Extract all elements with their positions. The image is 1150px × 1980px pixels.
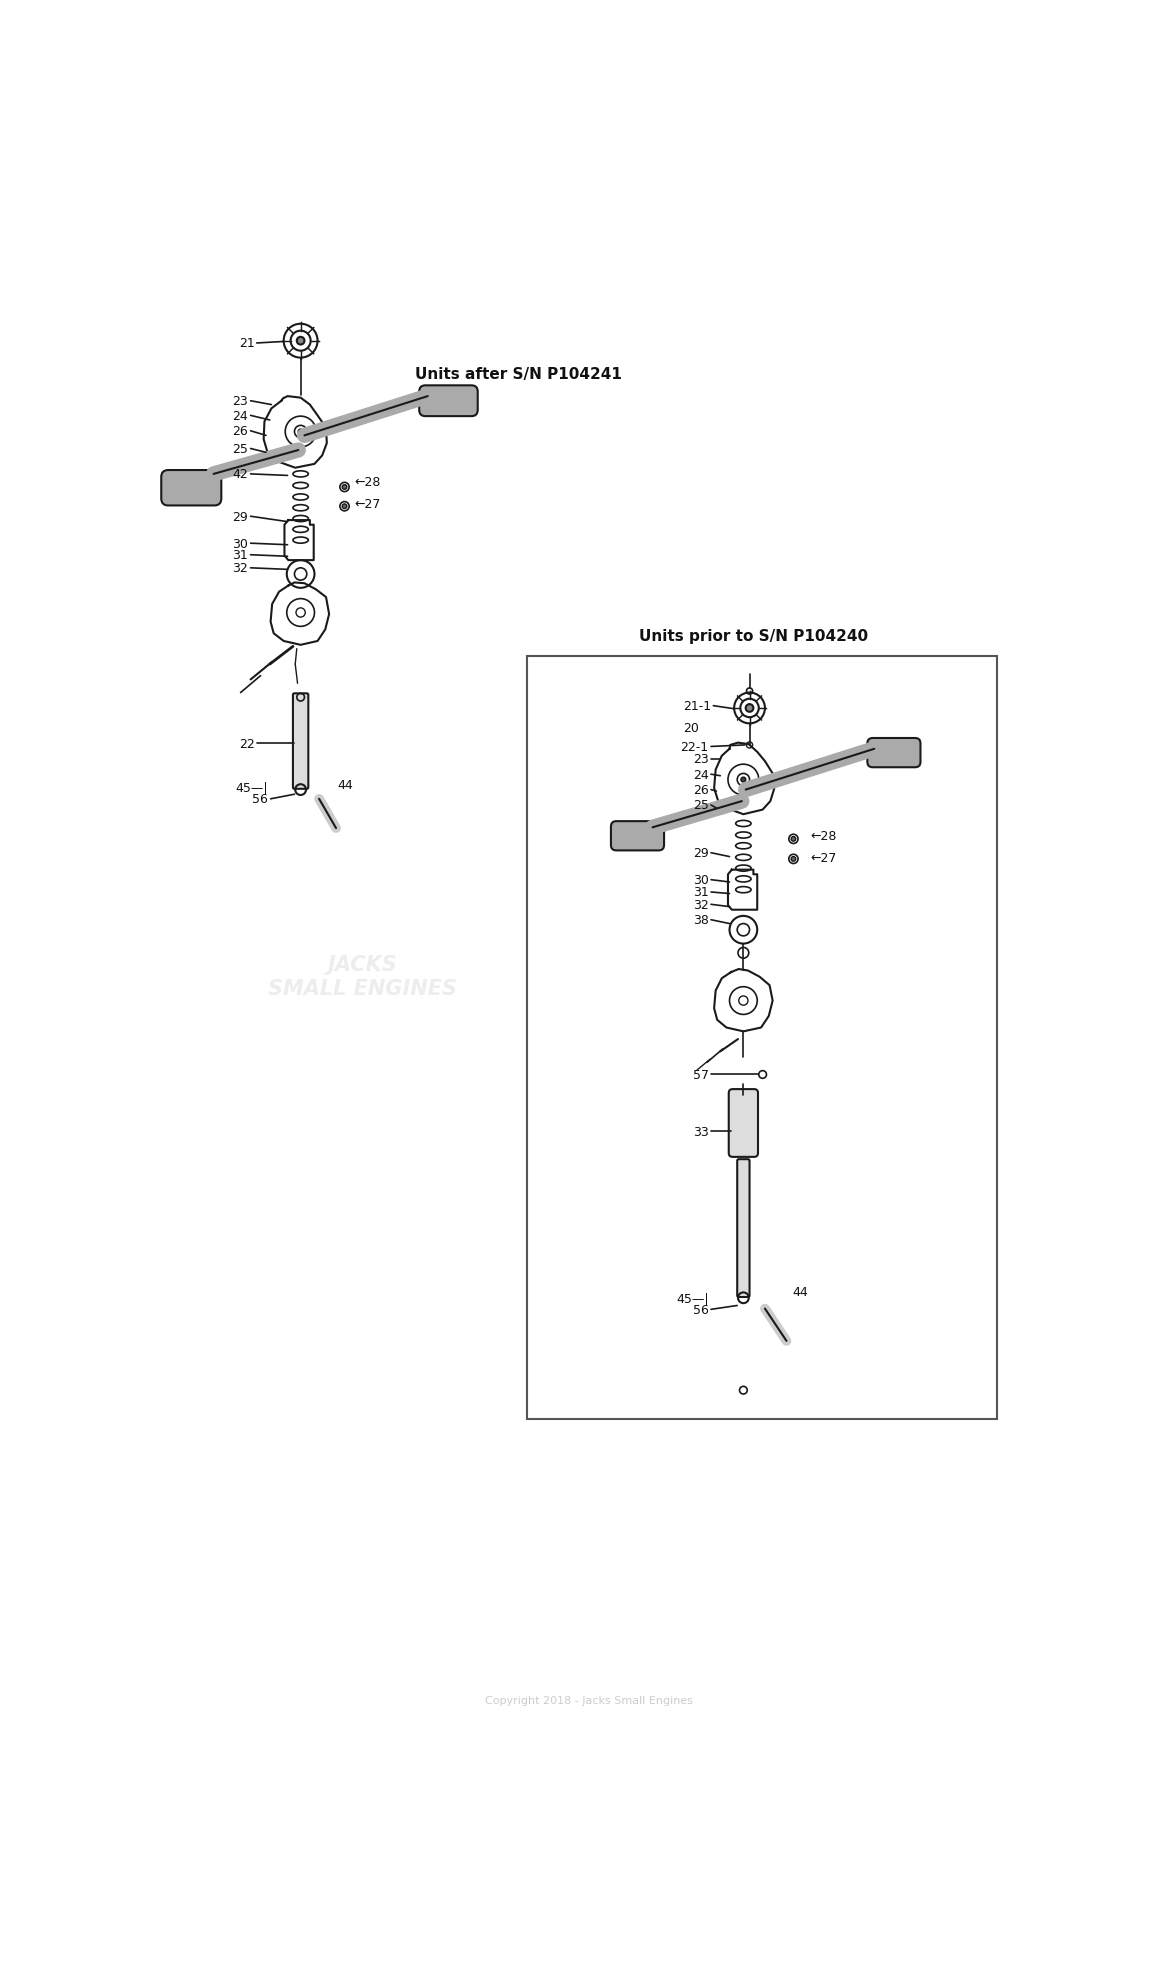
Text: Units after S/N P104241: Units after S/N P104241 bbox=[415, 366, 621, 382]
Text: 33: 33 bbox=[693, 1125, 708, 1138]
Text: 32: 32 bbox=[232, 562, 248, 574]
Text: 38: 38 bbox=[692, 913, 708, 927]
Text: 25: 25 bbox=[232, 444, 248, 455]
Circle shape bbox=[791, 838, 796, 842]
Text: 31: 31 bbox=[693, 885, 708, 899]
Text: 57: 57 bbox=[692, 1069, 708, 1081]
Text: 32: 32 bbox=[693, 899, 708, 911]
Text: 26: 26 bbox=[232, 426, 248, 438]
Bar bbox=[527, 657, 997, 1420]
Text: 20: 20 bbox=[683, 723, 699, 735]
Circle shape bbox=[298, 430, 302, 436]
Text: 23: 23 bbox=[232, 396, 248, 408]
Circle shape bbox=[741, 778, 745, 782]
Text: 21: 21 bbox=[239, 337, 254, 350]
Text: 56: 56 bbox=[252, 792, 268, 806]
Text: 56: 56 bbox=[692, 1303, 708, 1317]
Text: 22: 22 bbox=[239, 737, 254, 750]
Text: Copyright 2018 - Jacks Small Engines: Copyright 2018 - Jacks Small Engines bbox=[485, 1695, 693, 1705]
Circle shape bbox=[791, 857, 796, 861]
Text: ←27: ←27 bbox=[354, 499, 381, 511]
Text: Units prior to S/N P104240: Units prior to S/N P104240 bbox=[639, 630, 868, 644]
Circle shape bbox=[343, 485, 347, 489]
Text: 22-1: 22-1 bbox=[681, 741, 708, 754]
FancyBboxPatch shape bbox=[611, 822, 664, 851]
Text: 30: 30 bbox=[692, 873, 708, 887]
Text: 44: 44 bbox=[792, 1285, 807, 1299]
Text: ←28: ←28 bbox=[354, 475, 381, 489]
Text: 29: 29 bbox=[693, 847, 708, 859]
Text: JACKS
SMALL ENGINES: JACKS SMALL ENGINES bbox=[268, 954, 457, 998]
Text: 24: 24 bbox=[693, 768, 708, 782]
FancyBboxPatch shape bbox=[737, 1160, 750, 1297]
Text: ←28: ←28 bbox=[811, 830, 837, 843]
Text: 21-1: 21-1 bbox=[683, 699, 711, 713]
Text: 30: 30 bbox=[232, 537, 248, 550]
FancyBboxPatch shape bbox=[867, 739, 920, 768]
Text: 42: 42 bbox=[232, 467, 248, 481]
Text: 45—|: 45—| bbox=[236, 780, 268, 794]
Circle shape bbox=[343, 505, 347, 509]
Text: 23: 23 bbox=[693, 752, 708, 766]
Circle shape bbox=[297, 339, 305, 345]
Text: 29: 29 bbox=[232, 511, 248, 523]
Text: 25: 25 bbox=[692, 800, 708, 812]
Text: 24: 24 bbox=[232, 410, 248, 422]
Text: 45—|: 45—| bbox=[676, 1291, 708, 1305]
Text: 26: 26 bbox=[693, 784, 708, 796]
FancyBboxPatch shape bbox=[293, 693, 308, 790]
Text: 44: 44 bbox=[338, 778, 353, 792]
FancyBboxPatch shape bbox=[420, 386, 477, 418]
Text: 31: 31 bbox=[232, 548, 248, 562]
FancyBboxPatch shape bbox=[729, 1089, 758, 1156]
Circle shape bbox=[745, 705, 753, 713]
FancyBboxPatch shape bbox=[161, 471, 221, 507]
Text: ←27: ←27 bbox=[811, 851, 837, 865]
